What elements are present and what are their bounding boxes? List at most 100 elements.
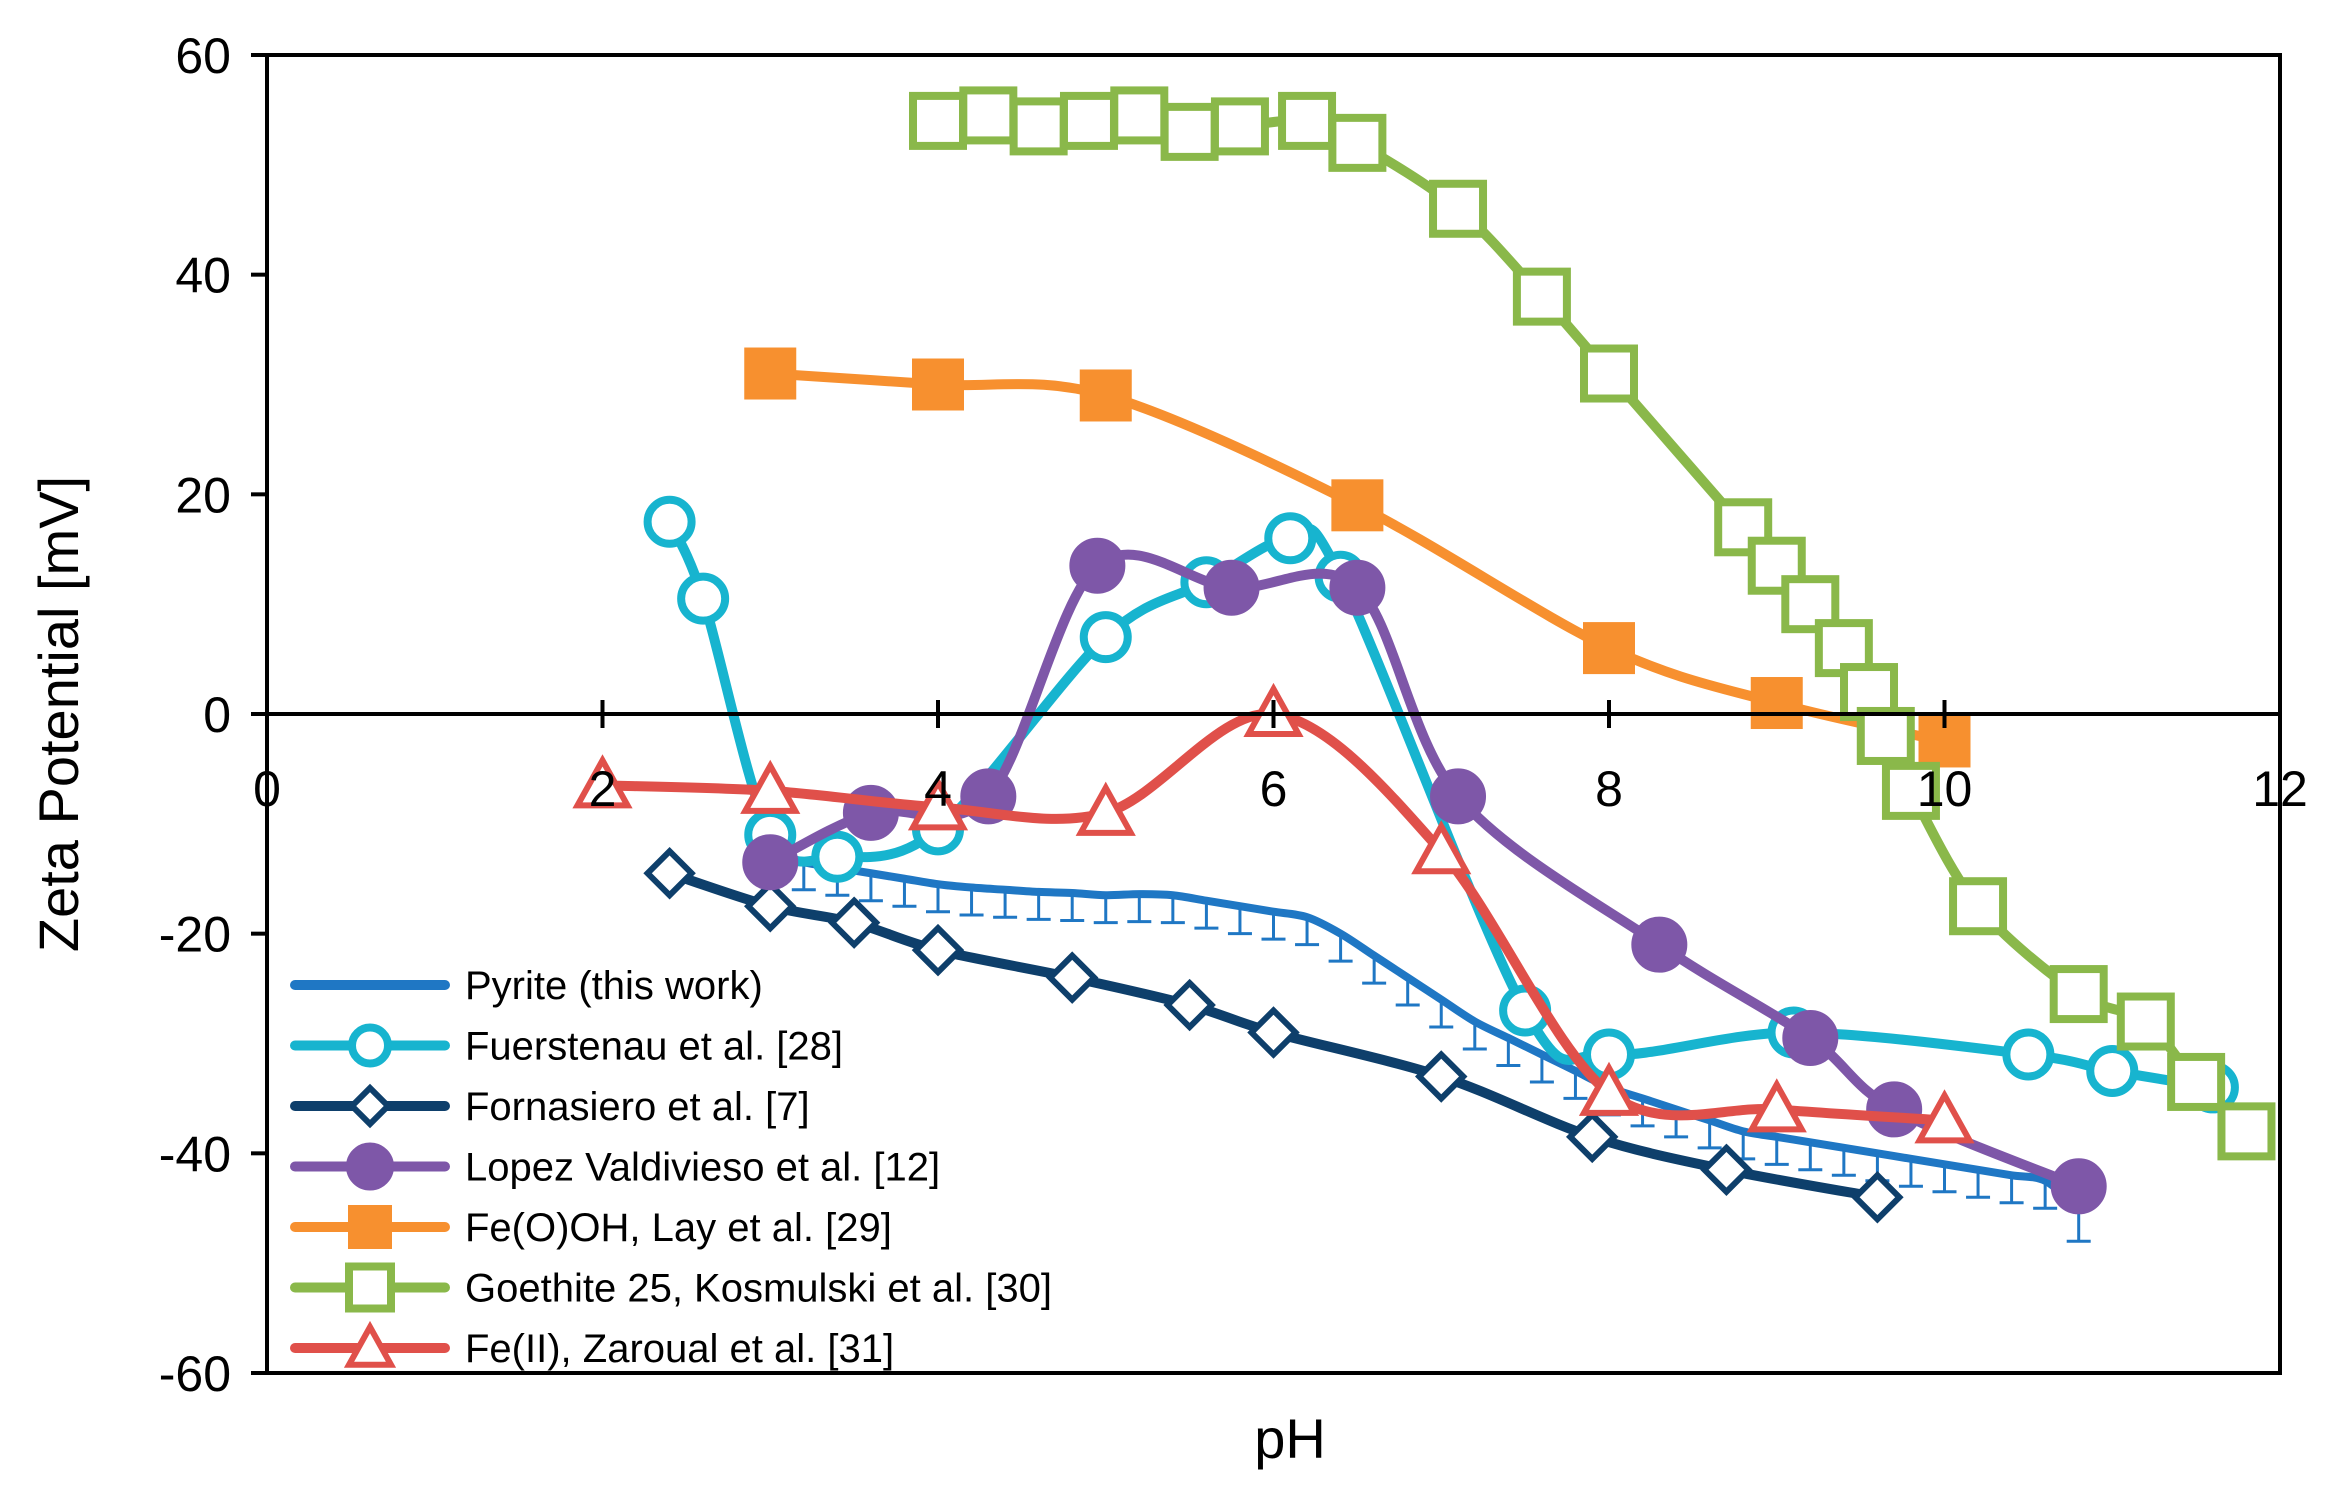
data-point xyxy=(643,495,696,548)
series-line xyxy=(766,847,2083,1213)
series-2 xyxy=(643,847,1904,1224)
data-point xyxy=(827,896,881,949)
legend-swatch-marker xyxy=(346,1142,394,1191)
x-tick-label: 2 xyxy=(589,761,617,817)
data-point xyxy=(1781,575,1840,634)
data-point xyxy=(1949,877,2008,936)
data-point xyxy=(1782,1010,1839,1067)
series-5 xyxy=(909,86,2276,1161)
data-point xyxy=(907,776,969,831)
legend-label: Pyrite (this work) xyxy=(465,964,763,1008)
series-6 xyxy=(572,682,1975,1144)
legend-label: Fuerstenau et al. [28] xyxy=(465,1025,843,1069)
x-tick-label: 8 xyxy=(1595,761,1623,817)
legend-entry: Goethite 25, Kosmulski et al. [30] xyxy=(290,1262,1052,1313)
data-point xyxy=(742,834,799,891)
data-point xyxy=(1203,559,1260,616)
data-point xyxy=(909,91,967,150)
x-tick-label: 0 xyxy=(253,761,281,817)
legend-swatch-marker xyxy=(347,1083,393,1129)
data-point xyxy=(2217,1102,2276,1161)
data-point xyxy=(811,830,864,883)
data-point xyxy=(744,347,797,400)
data-point xyxy=(1746,1078,1807,1133)
legend-swatch-marker xyxy=(348,1023,392,1068)
data-point xyxy=(677,572,730,625)
data-point xyxy=(1059,91,1118,150)
legend-swatch-marker xyxy=(343,1320,397,1368)
data-point xyxy=(1163,978,1216,1032)
data-point xyxy=(1851,1171,1904,1224)
legend-label: Fe(O)OH, Lay et al. [29] xyxy=(465,1206,892,1250)
y-tick-label: -40 xyxy=(159,1126,231,1182)
data-point xyxy=(1714,498,1773,557)
x-tick-label: 10 xyxy=(1917,761,1973,817)
data-point xyxy=(1210,97,1269,156)
y-tick-label: 40 xyxy=(175,248,231,304)
data-point xyxy=(1075,781,1136,836)
data-point xyxy=(643,847,696,900)
legend-swatch-marker xyxy=(345,1262,395,1313)
data-point xyxy=(1429,179,1488,238)
x-axis-title: pH xyxy=(1254,1407,1326,1470)
y-axis-title: Zeta Potential [mV] xyxy=(27,476,90,952)
series-4 xyxy=(744,347,1971,768)
legend-entry: Pyrite (this work) xyxy=(290,964,763,1008)
legend-label: Fe(II), Zaroual et al. [31] xyxy=(465,1327,894,1371)
data-point xyxy=(1079,611,1132,664)
data-point xyxy=(1866,1081,1923,1138)
data-point xyxy=(1914,1089,1975,1144)
data-point xyxy=(1881,761,1940,820)
data-point xyxy=(1045,951,1099,1004)
data-point xyxy=(1583,622,1635,675)
data-point xyxy=(1069,537,1126,594)
data-point xyxy=(2116,992,2175,1051)
data-point xyxy=(1565,1110,1619,1164)
data-point xyxy=(1009,97,1068,156)
axis-layer: -60 -40 -20 0 20 40 60 0 2 4 6 8 10 12 xyxy=(159,28,2308,1402)
x-tick-label: 4 xyxy=(924,761,952,817)
y-tick-label: 60 xyxy=(175,28,231,84)
legend: Pyrite (this work) Fuerstenau et al. [28]… xyxy=(290,964,1052,1371)
data-point xyxy=(1278,91,1337,150)
x-tick-label: 12 xyxy=(2252,761,2308,817)
legend-label: Fornasiero et al. [7] xyxy=(465,1085,810,1129)
data-point xyxy=(1631,916,1688,973)
data-point xyxy=(744,879,797,933)
data-point xyxy=(1580,344,1638,403)
legend-entry: Fuerstenau et al. [28] xyxy=(290,1023,843,1069)
data-point xyxy=(1750,677,1803,730)
data-point xyxy=(1700,1143,1753,1197)
data-point xyxy=(1512,267,1571,326)
data-point xyxy=(1411,820,1472,875)
legend-label: Lopez Valdivieso et al. [12] xyxy=(465,1146,940,1190)
data-point xyxy=(572,754,633,809)
data-point xyxy=(2167,1052,2226,1111)
data-point xyxy=(1328,113,1387,172)
series-line xyxy=(597,708,1950,1126)
y-tick-label: -20 xyxy=(159,907,231,963)
y-tick-label: 20 xyxy=(175,467,231,523)
legend-entry: Fornasiero et al. [7] xyxy=(290,1083,810,1129)
data-point xyxy=(1160,102,1219,161)
x-tick-label: 6 xyxy=(1260,761,1288,817)
data-point xyxy=(2050,1158,2107,1215)
data-point xyxy=(2049,965,2108,1024)
data-point xyxy=(2002,1028,2055,1081)
data-point xyxy=(1415,1050,1468,1103)
data-point xyxy=(959,86,1018,145)
y-tick-label: -60 xyxy=(159,1346,231,1402)
data-point xyxy=(1578,1061,1640,1116)
legend-swatch-marker xyxy=(348,1205,392,1249)
data-point xyxy=(912,358,964,411)
data-point xyxy=(1110,86,1169,145)
data-point xyxy=(740,759,801,814)
data-point xyxy=(2086,1044,2139,1097)
legend-entry: Lopez Valdivieso et al. [12] xyxy=(290,1142,940,1191)
legend-entry: Fe(O)OH, Lay et al. [29] xyxy=(290,1205,892,1250)
data-point xyxy=(911,923,965,977)
data-point xyxy=(1079,369,1132,422)
data-point xyxy=(1331,479,1384,532)
legend-label: Goethite 25, Kosmulski et al. [30] xyxy=(465,1267,1052,1311)
